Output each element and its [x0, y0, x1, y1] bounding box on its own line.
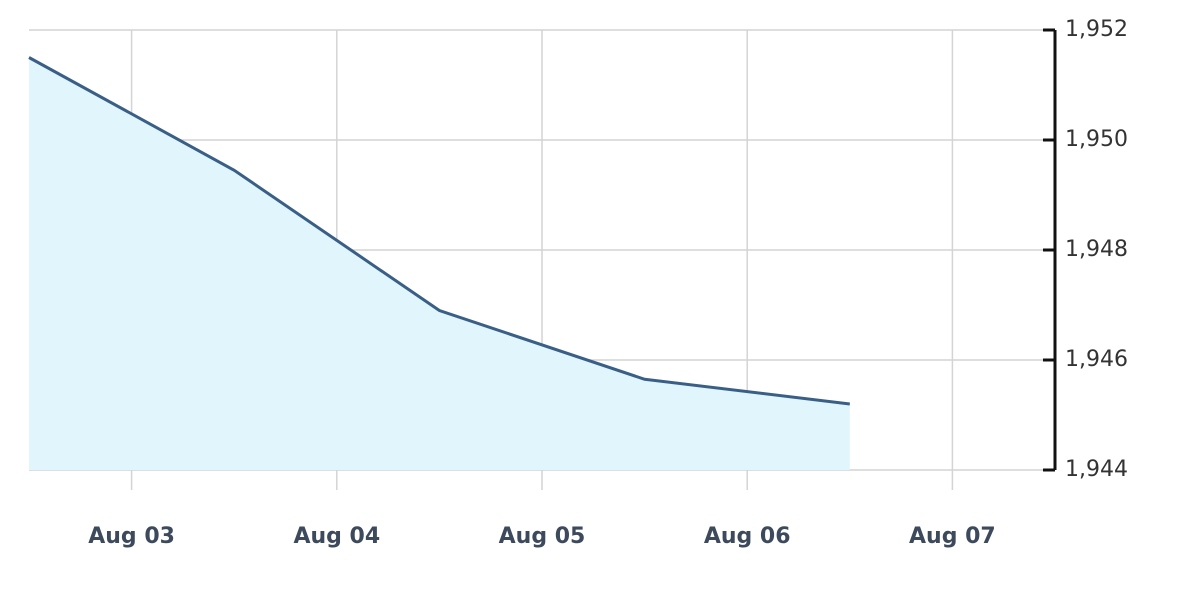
- x-tick-label: Aug 03: [88, 524, 175, 549]
- y-tick-label: 1,952: [1065, 17, 1128, 42]
- x-tick-label: Aug 07: [909, 524, 996, 549]
- y-tick-label: 1,944: [1065, 457, 1128, 482]
- y-tick-label: 1,950: [1065, 127, 1128, 152]
- y-tick-label: 1,946: [1065, 347, 1128, 372]
- x-tick-label: Aug 06: [704, 524, 791, 549]
- y-tick-label: 1,948: [1065, 237, 1128, 262]
- area: [29, 57, 850, 470]
- line: [28, 56, 850, 406]
- x-tick-label: Aug 04: [293, 524, 380, 549]
- x-tick-label: Aug 05: [499, 524, 586, 549]
